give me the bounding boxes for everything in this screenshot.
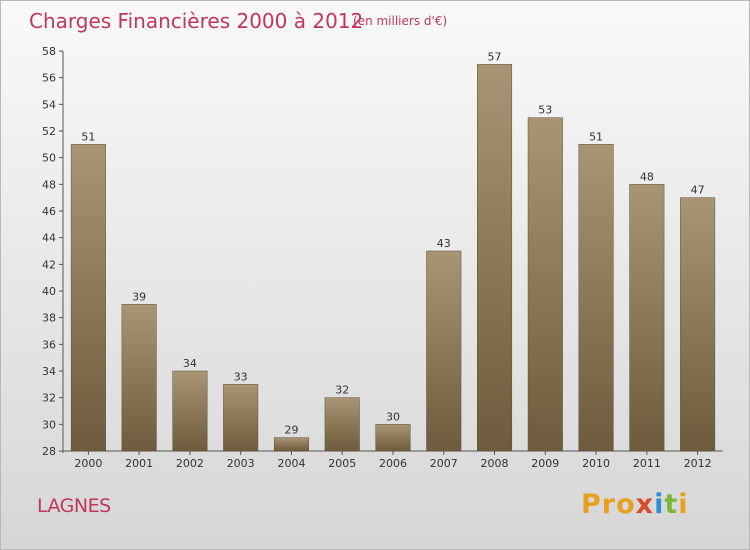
- bar-value-label: 30: [386, 410, 400, 423]
- bars: 51 39 34 33 29 32 30 43 57 53 51 48 47: [70, 50, 716, 452]
- x-axis: 2000 2001 2002 2003 2004 2005 2006 2007 2008 2009…: [63, 450, 723, 470]
- bar-value-label: 29: [284, 424, 298, 437]
- x-tick-label: 2009: [531, 457, 559, 470]
- bar-2010: [578, 144, 614, 452]
- bar-2007: [426, 250, 462, 452]
- y-tick-label: 54: [42, 98, 56, 111]
- x-tick-label: 2004: [277, 457, 305, 470]
- y-tick-label: 42: [42, 258, 56, 271]
- bar-value-label: 47: [691, 184, 705, 197]
- y-tick-label: 28: [42, 445, 56, 458]
- bar-2006: [375, 424, 411, 452]
- bar-2005: [324, 397, 360, 452]
- bar-value-label: 48: [640, 170, 654, 183]
- y-tick-label: 52: [42, 125, 56, 138]
- x-tick-label: 2001: [125, 457, 153, 470]
- bar-2004: [273, 437, 309, 452]
- y-tick-label: 30: [42, 418, 56, 431]
- bar-2000: [70, 144, 106, 452]
- bar-2009: [527, 117, 563, 452]
- bar-2002: [172, 370, 208, 452]
- y-tick-label: 44: [42, 232, 56, 245]
- bar-value-label: 51: [81, 130, 95, 143]
- bar-2008: [477, 64, 513, 452]
- x-tick-label: 2003: [227, 457, 255, 470]
- chart-unit-note: (en milliers d'€): [353, 14, 448, 28]
- x-tick-label: 2006: [379, 457, 407, 470]
- bar-value-label: 33: [234, 370, 248, 383]
- bar-value-label: 32: [335, 384, 349, 397]
- bar-value-label: 57: [488, 50, 502, 63]
- y-tick-label: 46: [42, 205, 56, 218]
- commune-name: LAGNES: [37, 495, 111, 517]
- bar-value-label: 53: [538, 104, 552, 117]
- y-tick-label: 38: [42, 312, 56, 325]
- bar-2001: [121, 304, 157, 452]
- bar-value-label: 51: [589, 130, 603, 143]
- proxiti-logo: Proxiti: [581, 489, 689, 520]
- x-tick-label: 2005: [328, 457, 356, 470]
- y-tick-label: 50: [42, 152, 56, 165]
- bar-2011: [629, 184, 665, 452]
- y-tick-label: 56: [42, 72, 56, 85]
- bar-value-label: 39: [132, 290, 146, 303]
- bar-value-label: 34: [183, 357, 197, 370]
- y-tick-label: 32: [42, 392, 56, 405]
- bar-2003: [223, 384, 259, 452]
- x-tick-label: 2002: [176, 457, 204, 470]
- bar-value-label: 43: [437, 237, 451, 250]
- chart-title: Charges Financières 2000 à 2012: [29, 9, 364, 33]
- bar-2012: [680, 197, 716, 452]
- y-axis: 28 30 32 34 36 38 40 42 44 46 48 50 52 54 56 58: [42, 45, 64, 458]
- x-tick-label: 2000: [74, 457, 102, 470]
- y-tick-label: 40: [42, 285, 56, 298]
- y-tick-label: 36: [42, 338, 56, 351]
- y-tick-label: 34: [42, 365, 56, 378]
- x-tick-label: 2012: [684, 457, 712, 470]
- x-tick-label: 2011: [633, 457, 661, 470]
- x-tick-label: 2008: [481, 457, 509, 470]
- y-tick-label: 48: [42, 178, 56, 191]
- y-tick-label: 58: [42, 45, 56, 58]
- x-tick-label: 2007: [430, 457, 458, 470]
- x-tick-label: 2010: [582, 457, 610, 470]
